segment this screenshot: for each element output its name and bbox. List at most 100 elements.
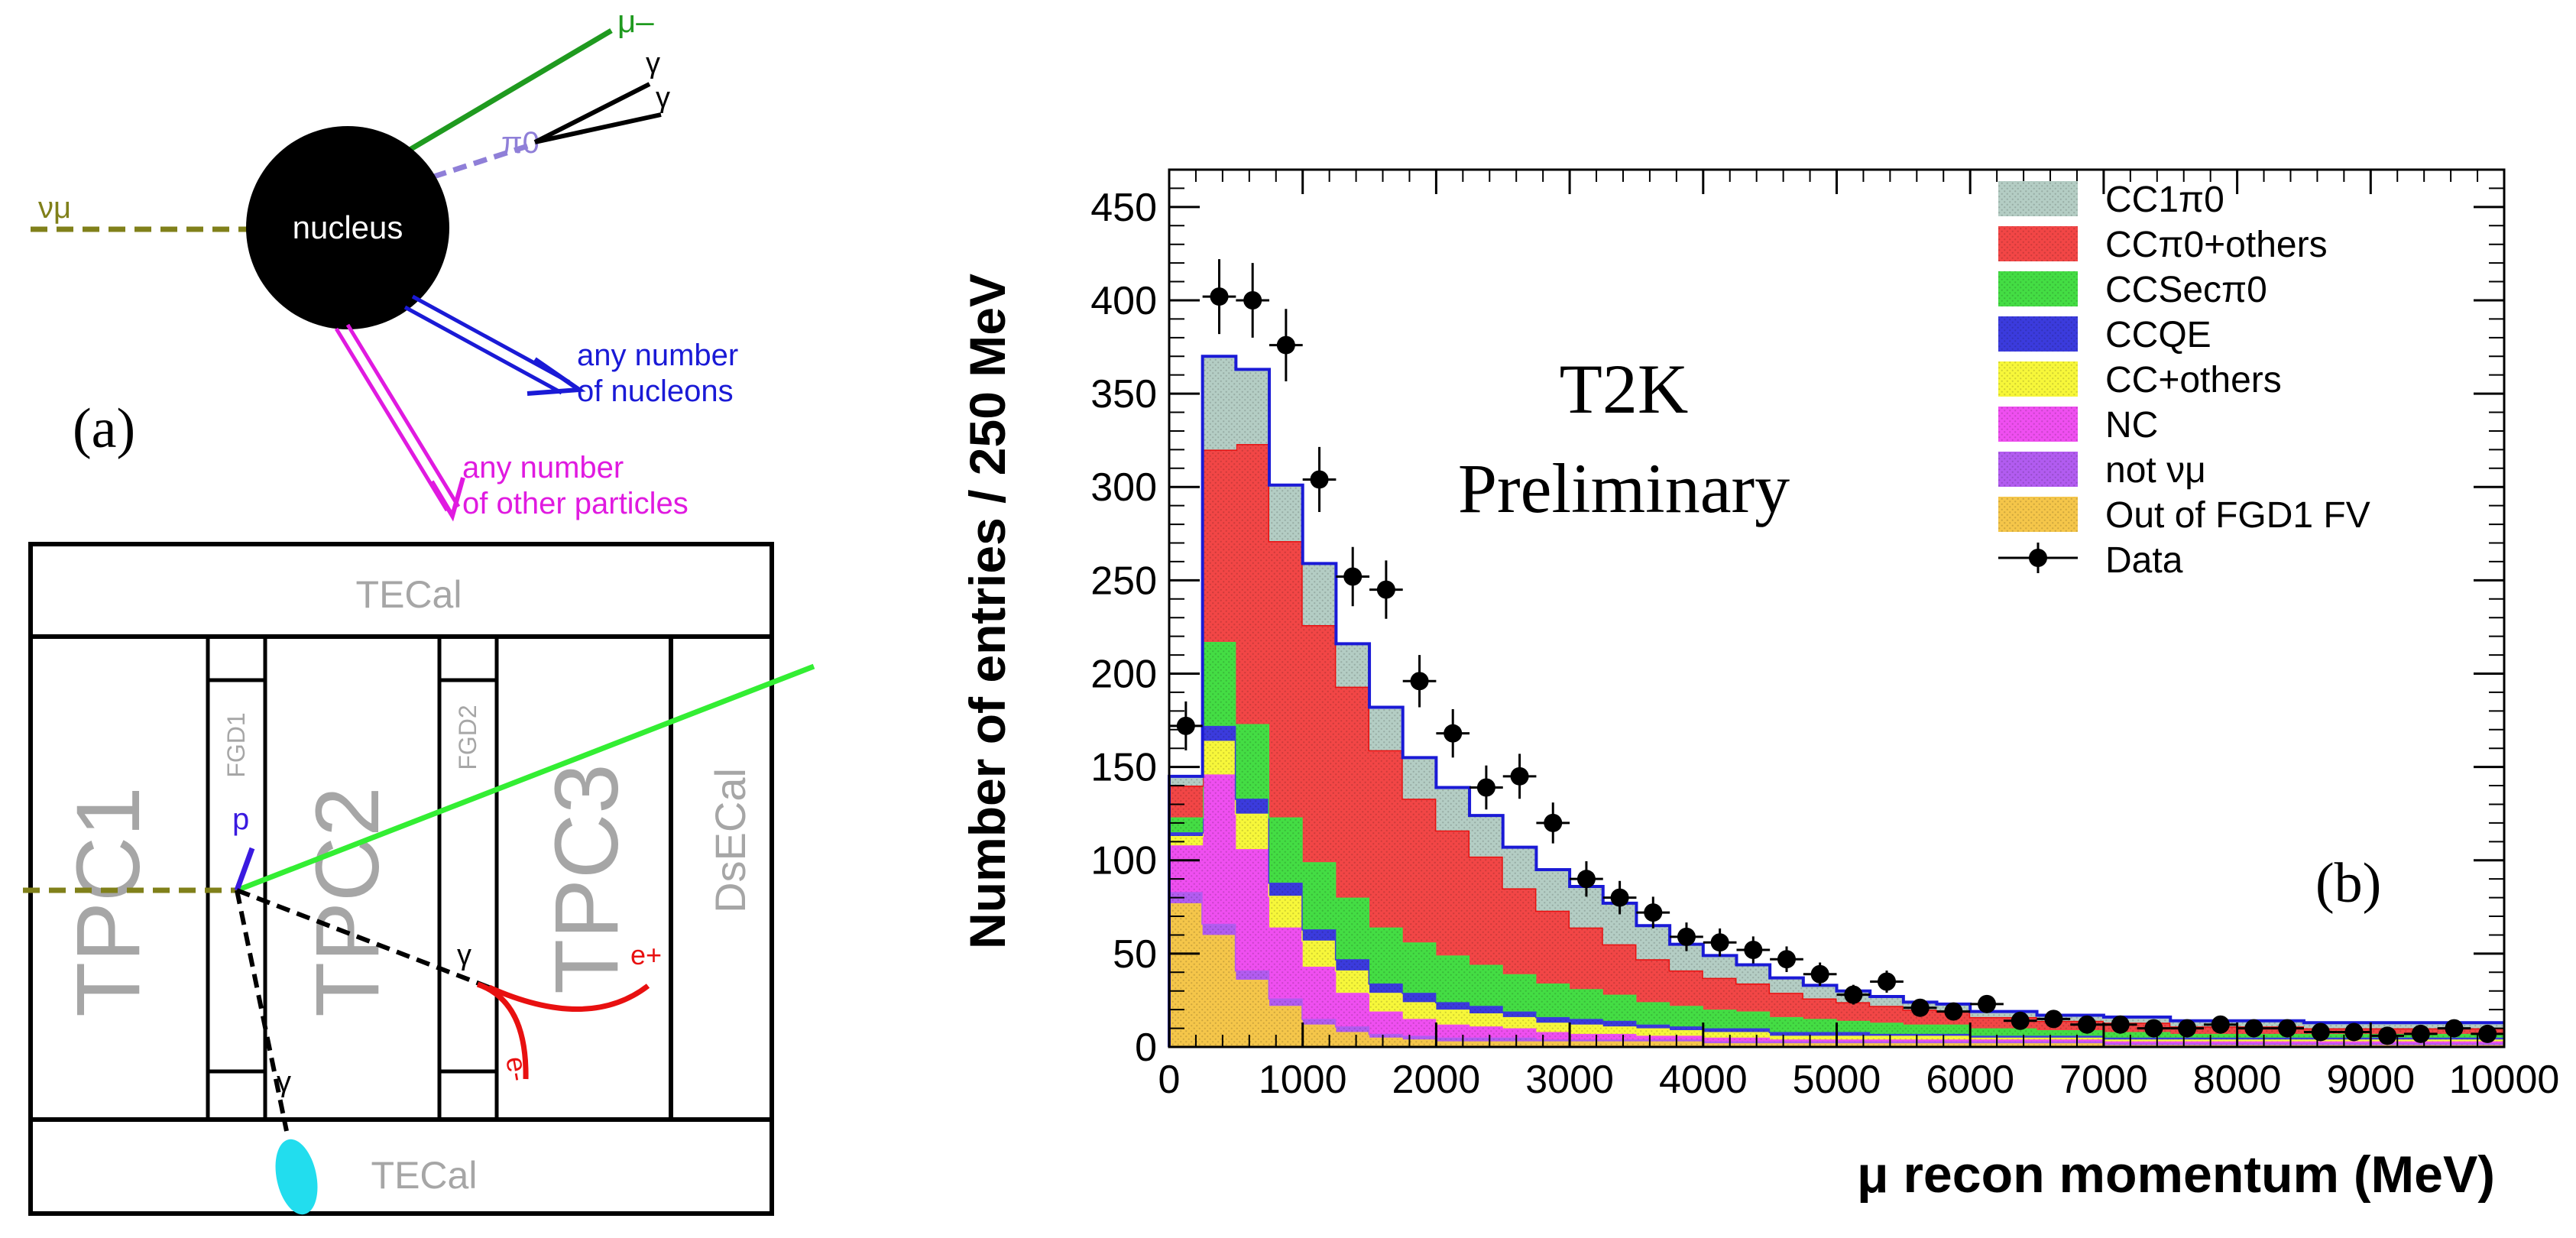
bar-hatch-3-0 [1169,835,1204,846]
x-tick-label-0: 0 [1158,1058,1181,1102]
bar-hatch-4-4 [1302,929,1337,941]
bar-hatch-4-19 [1803,1032,1837,1036]
others-arrow-a [334,327,449,512]
bar-hatch-2-1 [1202,774,1236,924]
y-tick-label-3: 150 [1090,746,1157,790]
gamma-track-1 [235,888,491,990]
bar-hatch-5-31 [2203,1033,2238,1038]
data-point-5 [1343,567,1363,586]
bar-hatch-2-4 [1302,966,1337,1019]
bar-hatch-6-17 [1736,983,1771,1012]
bar-hatch-4-11 [1536,1016,1570,1023]
bar-hatch-0-10 [1502,1041,1537,1047]
y-axis-ticks: 0 50 100 150 200 250 300 350 400 450 [1090,169,2504,1070]
bar-hatch-6-4 [1302,624,1337,863]
bar-hatch-2-9 [1469,1026,1504,1038]
nucleons-arrow-a [411,294,571,384]
bar-hatch-4-6 [1369,983,1404,993]
bar-hatch-3-22 [1903,1035,1938,1040]
bar-hatch-0-18 [1770,1043,1804,1047]
bar-hatch-6-24 [1970,1016,2004,1029]
bar-hatch-7-6 [1369,707,1404,750]
bar-hatch-2-0 [1169,845,1204,893]
x-tick-label-1: 1000 [1259,1058,1347,1102]
data-point-37 [2411,1024,2430,1043]
bar-hatch-7-3 [1269,485,1304,542]
bar-hatch-1-5 [1336,1026,1370,1032]
bar-hatch-0-27 [2070,1043,2105,1047]
y-tick-label-4: 200 [1090,652,1157,696]
data-point-29 [2144,1019,2163,1038]
data-point-19 [1810,964,1829,984]
bar-hatch-7-11 [1536,869,1570,911]
bar-hatch-6-14 [1636,959,1670,1003]
bar-hatch-4-9 [1469,1006,1504,1014]
bar-hatch-7-5 [1336,643,1370,687]
bar-hatch-5-21 [1870,1022,1904,1034]
y-tick-label-1: 50 [1113,932,1157,977]
bar-hatch-2-5 [1336,993,1370,1027]
legend-item-5: NC [1998,405,2158,446]
bar-hatch-0-3 [1269,1006,1304,1047]
x-tick-label-8: 8000 [2193,1058,2282,1102]
data-point-10 [1510,766,1529,786]
bar-hatch-7-1 [1202,356,1236,450]
bar-hatch-5-7 [1402,942,1437,993]
bar-hatch-3-15 [1670,1030,1704,1036]
bar-hatch-7-10 [1502,847,1537,889]
y-tick-label-0: 0 [1135,1026,1157,1070]
bar-hatch-3-5 [1336,970,1370,993]
bar-hatch-6-20 [1836,1002,1871,1021]
bar-hatch-2-6 [1369,1011,1404,1034]
bar-hatch-0-19 [1803,1043,1837,1047]
data-point-17 [1744,940,1763,959]
bar-hatch-0-8 [1436,1041,1470,1047]
data-points [1169,259,2504,1045]
fgd2-box [437,634,499,1122]
bar-hatch-3-20 [1836,1035,1871,1040]
legend-item-8: Data [1998,540,2183,581]
bar-hatch-5-18 [1770,1016,1804,1032]
bar-hatch-0-1 [1202,935,1236,1047]
legend-item-0: CC1π0 [1998,180,2224,220]
bar-hatch-6-2 [1236,444,1270,724]
bar-hatch-5-28 [2103,1032,2138,1038]
data-point-11 [1544,813,1563,832]
bar-hatch-0-4 [1302,1024,1337,1047]
bar-hatch-7-8 [1436,787,1470,831]
gamma-line-1 [533,82,651,144]
muon-track [235,663,815,893]
data-point-13 [1610,888,1629,907]
bar-hatch-3-9 [1469,1013,1504,1027]
watermark-t2k: T2K [1560,350,1689,428]
bar-hatch-5-26 [2036,1030,2071,1036]
bar-hatch-6-12 [1570,927,1604,990]
data-point-23 [1944,1002,1963,1021]
bar-hatch-5-0 [1169,817,1204,833]
data-point-30 [2178,1019,2197,1038]
histogram-chart: 0 1000 2000 3000 4000 5000 6000 7000 8000 9000 100… [959,168,2559,1204]
bar-hatch-0-0 [1169,903,1204,1047]
nucleons-label-1: any number [577,339,738,372]
nucleus-label: nucleus [293,209,403,245]
legend-label-1: CCπ0+others [2105,225,2328,265]
y-axis-label: Number of entries / 250 MeV [959,274,1016,949]
panel-a-label: (a) [73,397,135,460]
bar-hatch-4-1 [1202,725,1236,741]
bar-hatch-0-23 [1936,1043,1971,1047]
bar-hatch-6-7 [1402,799,1437,943]
legend-item-7: Out of FGD1 FV [1998,495,2370,536]
bar-hatch-6-21 [1870,1006,1904,1023]
y-tick-label-9: 450 [1090,186,1157,230]
bar-hatch-5-9 [1469,964,1504,1006]
bar-hatch-6-10 [1502,888,1537,974]
data-point-34 [2311,1022,2330,1042]
bar-hatch-0-16 [1703,1043,1737,1047]
bar-hatch-1-3 [1269,998,1304,1006]
nucleons-arrow-b [403,305,563,395]
bar-hatch-5-10 [1502,974,1537,1012]
data-point-27 [2078,1015,2097,1034]
bar-hatch-7-21 [1870,997,1904,1006]
bar-hatch-7-24 [1970,1011,2004,1017]
bar-hatch-6-0 [1169,786,1204,818]
